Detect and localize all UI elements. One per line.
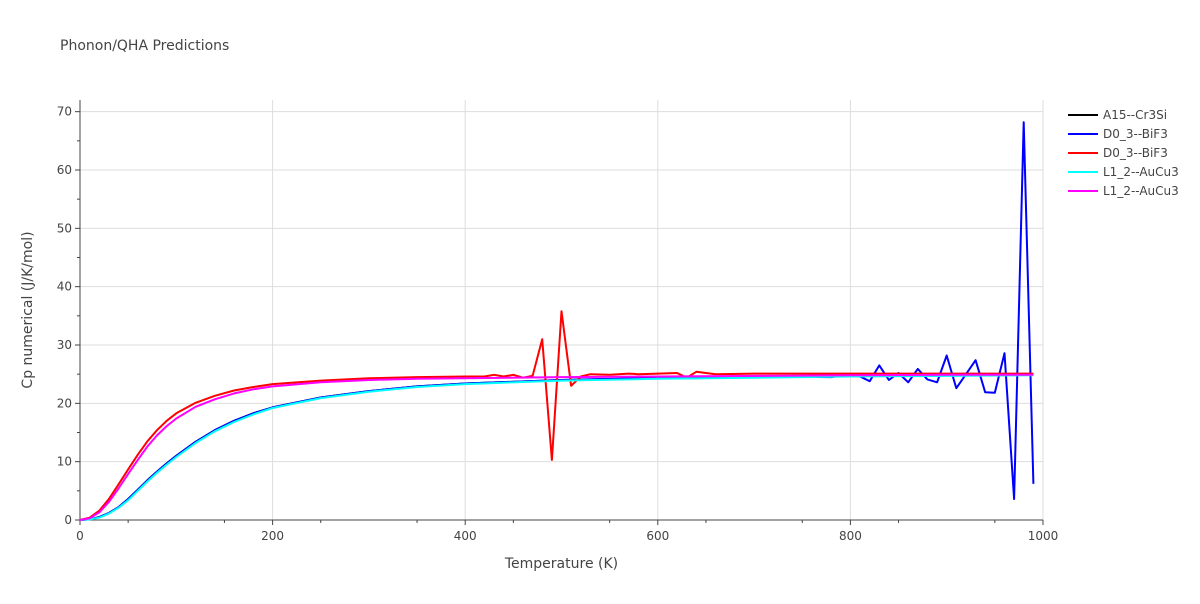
legend-label: D0_3--BiF3 (1103, 146, 1168, 160)
x-tick-label: 1000 (1028, 529, 1059, 543)
legend-label: A15--Cr3Si (1103, 108, 1167, 122)
series-line-5 (79, 373, 1034, 521)
axes: 0 200 400 600 800 1000 0 10 20 30 40 50 60 70 (57, 100, 1059, 543)
legend-item-4[interactable]: L1_2--AuCu3 (1068, 165, 1179, 179)
y-tick-label: 30 (57, 338, 72, 352)
series-lines (79, 121, 1035, 521)
y-tick-label: 50 (57, 221, 72, 235)
series-line-4 (79, 374, 1034, 521)
y-axis-title: Cp numerical (J/K/mol) (20, 231, 36, 388)
series-line-3 (79, 310, 1034, 521)
x-axis-title: Temperature (K) (504, 556, 618, 572)
legend-item-1[interactable]: A15--Cr3Si (1068, 108, 1167, 122)
series-line-2 (79, 121, 1035, 521)
y-tick-label: 0 (64, 513, 72, 527)
y-tick-label: 10 (57, 455, 72, 469)
legend-item-2[interactable]: D0_3--BiF3 (1068, 127, 1168, 141)
y-tick-label: 60 (57, 163, 72, 177)
y-tick-label: 40 (57, 280, 72, 294)
legend-label: D0_3--BiF3 (1103, 127, 1168, 141)
grid-lines (80, 100, 1044, 520)
legend-label: L1_2--AuCu3 (1103, 184, 1179, 198)
legend-label: L1_2--AuCu3 (1103, 165, 1179, 179)
y-tick-label: 20 (57, 396, 72, 410)
x-tick-label: 0 (76, 529, 84, 543)
legend-item-3[interactable]: D0_3--BiF3 (1068, 146, 1168, 160)
y-tick-label: 70 (57, 105, 72, 119)
chart-title: Phonon/QHA Predictions (60, 38, 229, 54)
x-tick-label: 200 (261, 529, 284, 543)
legend-item-5[interactable]: L1_2--AuCu3 (1068, 184, 1179, 198)
x-tick-label: 800 (839, 529, 862, 543)
legend[interactable]: A15--Cr3Si D0_3--BiF3 D0_3--BiF3 L1_2--AuCu… (1068, 108, 1179, 198)
x-tick-label: 600 (646, 529, 669, 543)
x-tick-label: 400 (454, 529, 477, 543)
